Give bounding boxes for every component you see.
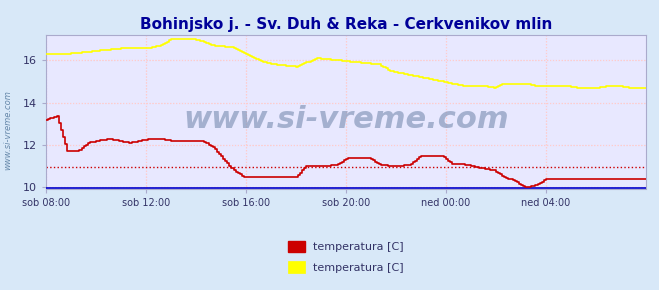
Text: www.si-vreme.com: www.si-vreme.com — [3, 90, 13, 171]
Legend: temperatura [C], temperatura [C]: temperatura [C], temperatura [C] — [282, 235, 410, 278]
Title: Bohinjsko j. - Sv. Duh & Reka - Cerkvenikov mlin: Bohinjsko j. - Sv. Duh & Reka - Cerkveni… — [140, 17, 552, 32]
Text: www.si-vreme.com: www.si-vreme.com — [183, 105, 509, 134]
